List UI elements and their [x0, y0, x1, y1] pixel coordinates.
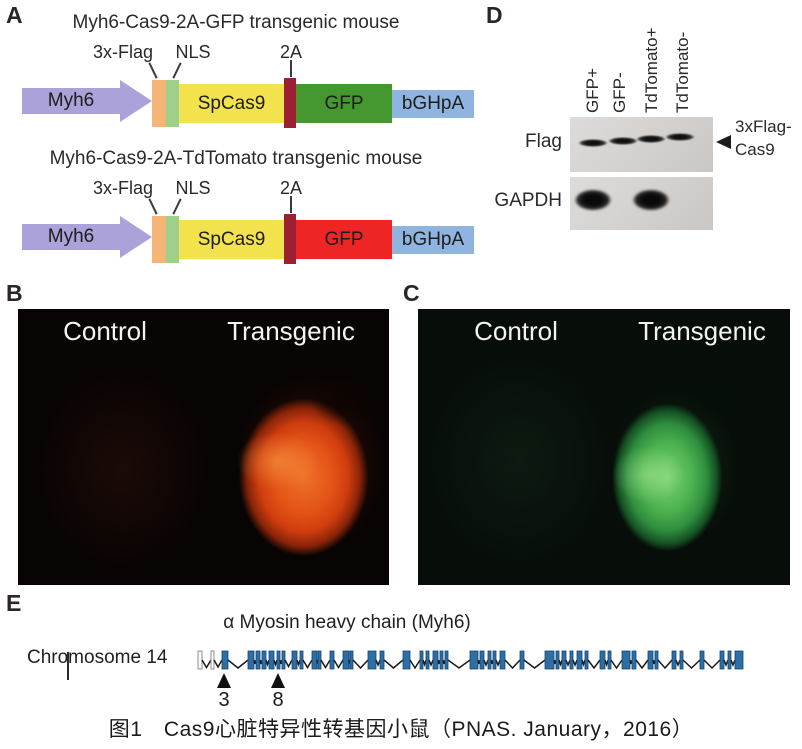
- nls-box: [166, 216, 179, 263]
- reporter-box-gfp: GFP: [296, 84, 392, 123]
- spcas9-box: SpCas9: [179, 84, 284, 123]
- nls-box: [166, 80, 179, 127]
- panel-c-letter: C: [403, 280, 420, 306]
- promoter-arrow: Myh6: [22, 224, 120, 250]
- green-fluorescence-photo: Control Transgenic: [418, 309, 790, 585]
- flag-band: [578, 139, 608, 147]
- polya-box: bGHpA: [392, 90, 474, 118]
- nls-label: NLS: [175, 178, 211, 198]
- promoter-arrow: Myh6: [22, 88, 120, 114]
- lane-label-tdtomato-neg: TdTomato-: [673, 31, 692, 113]
- flag-tick-line: [148, 62, 158, 79]
- nls-label: NLS: [175, 42, 211, 62]
- nls-tick-line: [172, 198, 182, 215]
- transgenic-label: Transgenic: [227, 316, 355, 346]
- lane-label-gfp-pos: GFP+: [583, 68, 602, 113]
- reporter-box-tdtomato: GFP: [296, 220, 392, 259]
- figure-caption: 图1 Cas9心脏特异性转基因小鼠（PNAS. January，2016）: [108, 718, 694, 741]
- exon-marker-label: 8: [272, 689, 284, 711]
- construct-tdtomato-title: Myh6-Cas9-2A-TdTomato transgenic mouse: [49, 148, 423, 169]
- red-fluorescence-photo: Control Transgenic: [18, 309, 389, 585]
- band-annotation-line2: Cas9: [735, 140, 775, 159]
- panel-a-letter: A: [6, 2, 23, 28]
- construct-gfp-title: Myh6-Cas9-2A-GFP transgenic mouse: [72, 12, 400, 33]
- exon-marker-arrow-icon: [217, 673, 231, 688]
- flag-tag-label: 3x-Flag: [92, 178, 154, 198]
- p2a-box: [284, 214, 296, 264]
- flag-tag-box: [152, 216, 166, 263]
- transgenic-label: Transgenic: [638, 316, 766, 346]
- band-annotation-line1: 3xFlag-: [735, 117, 792, 136]
- p2a-label: 2A: [279, 178, 303, 198]
- p2a-box: [284, 78, 296, 128]
- lane-label-gfp-neg: GFP-: [610, 72, 629, 113]
- gene-title: α Myosin heavy chain (Myh6): [223, 612, 471, 633]
- p2a-tick-line: [290, 60, 292, 77]
- text-cursor-artifact: [67, 652, 69, 680]
- flag-tag-box: [152, 80, 166, 127]
- chromosome-label: Chromosome 14: [27, 647, 168, 668]
- exon-marker-label: 3: [218, 689, 230, 711]
- exon-marker-arrow-icon: [271, 673, 285, 688]
- spcas9-box: SpCas9: [179, 220, 284, 259]
- flag-band: [636, 135, 666, 143]
- control-label: Control: [63, 316, 147, 346]
- gapdh-band: [574, 189, 612, 211]
- flag-band: [608, 137, 638, 145]
- lane-label-tdtomato-pos: TdTomato+: [642, 27, 661, 113]
- gapdh-band: [632, 189, 670, 211]
- control-label: Control: [474, 316, 558, 346]
- flag-row-label: Flag: [525, 131, 562, 152]
- gapdh-row-label: GAPDH: [494, 190, 562, 211]
- p2a-tick-line: [290, 196, 292, 213]
- nls-tick-line: [172, 62, 182, 79]
- gapdh-blot: [570, 177, 713, 230]
- polya-box: bGHpA: [392, 226, 474, 254]
- band-arrowhead-icon: [716, 135, 731, 149]
- flag-tick-line: [148, 198, 158, 215]
- promoter-arrow-head-icon: [120, 80, 152, 122]
- panel-b-letter: B: [6, 280, 23, 306]
- panel-d-letter: D: [486, 2, 503, 28]
- construct-tdtomato: Myh6-Cas9-2A-TdTomato transgenic mouse 3…: [0, 136, 480, 272]
- p2a-label: 2A: [279, 42, 303, 62]
- panel-e-letter: E: [6, 590, 22, 616]
- promoter-arrow-head-icon: [120, 216, 152, 258]
- flag-tag-label: 3x-Flag: [92, 42, 154, 62]
- construct-gfp: Myh6-Cas9-2A-GFP transgenic mouse 3x-Fla…: [0, 0, 480, 136]
- flag-band: [665, 133, 695, 141]
- flag-blot: [570, 117, 713, 172]
- gene-structure: [197, 650, 744, 670]
